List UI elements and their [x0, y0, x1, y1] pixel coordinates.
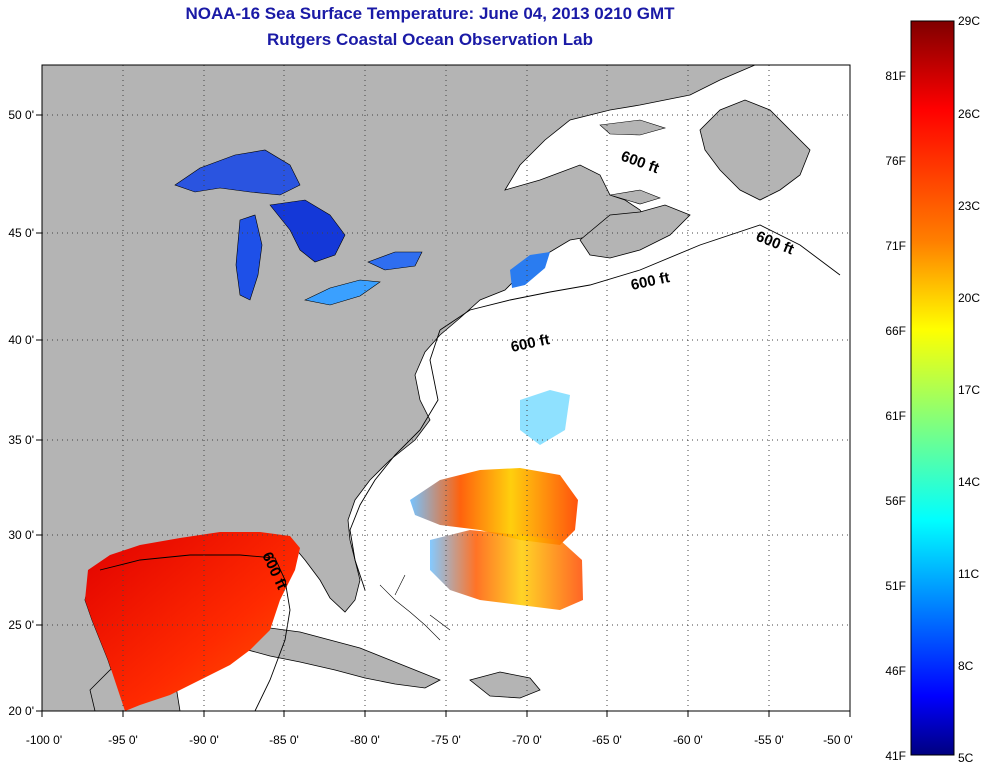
lon-label: -80 0'	[350, 733, 380, 747]
lake-huron	[269, 199, 346, 263]
land-nova-scotia	[579, 204, 691, 259]
water-gulf-of-maine	[510, 252, 550, 288]
lat-label: 20 0'	[8, 704, 34, 718]
lon-label: -65 0'	[592, 733, 622, 747]
map-title: NOAA-16 Sea Surface Temperature: June 04…	[185, 4, 675, 23]
colorbar-celsius-label: 8C	[958, 659, 974, 673]
land-hispaniola	[469, 671, 541, 699]
sst-atlantic-north	[410, 468, 578, 545]
colorbar-fahrenheit-label: 46F	[885, 664, 906, 678]
colorbar-celsius-label: 17C	[958, 383, 980, 397]
lake-ontario	[367, 251, 423, 271]
lon-label: -55 0'	[754, 733, 784, 747]
isobath-shelf	[349, 329, 441, 591]
lon-label: -60 0'	[673, 733, 703, 747]
colorbar-fahrenheit-label: 41F	[885, 749, 906, 763]
lon-label: -50 0'	[823, 733, 853, 747]
colorbar-fahrenheit-label: 71F	[885, 239, 906, 253]
land-pei	[609, 189, 661, 205]
tick-marks	[36, 114, 851, 717]
colorbar-fahrenheit-label: 56F	[885, 494, 906, 508]
lon-label: -90 0'	[189, 733, 219, 747]
colorbar-celsius-label: 11C	[958, 567, 979, 581]
lake-erie	[304, 279, 381, 306]
colorbar-celsius-label: 14C	[958, 475, 980, 489]
lat-label: 35 0'	[8, 433, 34, 447]
colorbar-celsius-label: 20C	[958, 291, 980, 305]
colorbar-celsius-label: 23C	[958, 199, 980, 213]
colorbar-celsius-label: 29C	[958, 14, 980, 28]
lon-label: -70 0'	[512, 733, 542, 747]
lake-michigan	[235, 214, 263, 301]
colorbar	[910, 20, 955, 756]
map-subtitle: Rutgers Coastal Ocean Observation Lab	[267, 30, 593, 49]
lat-label: 45 0'	[8, 226, 34, 240]
colorbar-fahrenheit-label: 51F	[885, 579, 906, 593]
colorbar-fahrenheit-label: 66F	[885, 324, 906, 338]
lat-label: 40 0'	[8, 333, 34, 347]
lat-label: 25 0'	[8, 618, 34, 632]
land-cuba	[239, 627, 441, 689]
colorbar-fahrenheit-label: 81F	[885, 69, 906, 83]
colorbar-fahrenheit-label: 61F	[885, 409, 906, 423]
lon-label: -75 0'	[431, 733, 461, 747]
isobath-north	[439, 224, 841, 331]
lat-label: 30 0'	[8, 528, 34, 542]
sst-gulf-of-mexico	[85, 532, 300, 711]
isobath-gulf	[99, 554, 291, 711]
land-anticosti	[599, 119, 667, 136]
colorbar-celsius-label: 5C	[958, 751, 974, 765]
lon-label: -85 0'	[269, 733, 299, 747]
land-newfoundland	[699, 99, 811, 201]
lon-label: -100 0'	[26, 733, 62, 747]
lat-label: 50 0'	[8, 108, 34, 122]
colorbar-fahrenheit-label: 76F	[885, 154, 906, 168]
lon-label: -95 0'	[108, 733, 138, 747]
sst-atlantic-south	[430, 530, 583, 610]
lake-superior	[174, 149, 301, 196]
land-bahamas	[379, 574, 451, 641]
sst-atlantic-fragments	[520, 390, 570, 445]
colorbar-celsius-label: 26C	[958, 107, 980, 121]
